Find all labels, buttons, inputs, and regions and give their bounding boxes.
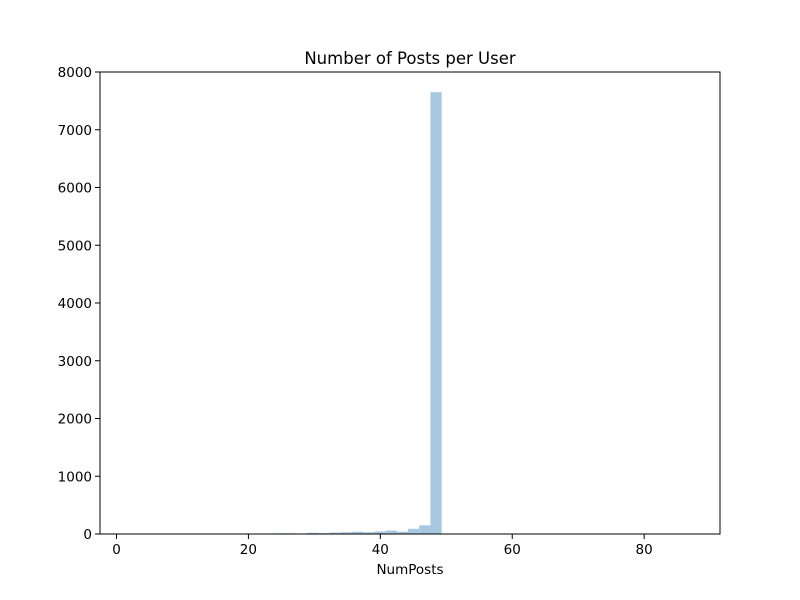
histogram-bar — [419, 525, 431, 534]
y-tick-label: 5000 — [58, 238, 92, 254]
x-tick-label: 0 — [112, 542, 121, 558]
histogram-bar — [385, 530, 397, 534]
histogram-bar — [307, 532, 319, 534]
y-tick-label: 7000 — [58, 123, 92, 139]
plot-frame — [99, 71, 721, 535]
x-tick-label: 60 — [504, 542, 521, 558]
histogram-bars — [228, 92, 599, 535]
y-tick-label: 1000 — [58, 469, 92, 485]
y-axis-ticks: 0 1000 2000 3000 4000 5000 6000 7000 8000 — [58, 65, 100, 543]
y-tick-label: 0 — [83, 527, 92, 543]
chart-title: Number of Posts per User — [304, 49, 516, 68]
histogram-bar — [408, 528, 420, 534]
histogram-bar — [329, 532, 341, 534]
histogram-bar — [351, 531, 364, 534]
y-tick-label: 2000 — [58, 412, 92, 428]
x-axis-ticks: 0 20 40 60 80 — [112, 534, 653, 558]
y-tick-label: 4000 — [58, 296, 92, 312]
x-axis-label: NumPosts — [376, 562, 443, 578]
y-tick-label: 8000 — [58, 65, 92, 81]
x-tick-label: 80 — [636, 542, 653, 558]
histogram-bar — [363, 532, 375, 534]
y-tick-label: 3000 — [58, 354, 92, 370]
x-tick-label: 20 — [240, 542, 257, 558]
histogram-bar — [430, 92, 442, 535]
y-tick-label: 6000 — [58, 181, 92, 197]
x-tick-label: 40 — [372, 542, 389, 558]
histogram-bar — [340, 532, 352, 534]
histogram-bar — [374, 531, 386, 534]
histogram-bar — [396, 531, 409, 534]
